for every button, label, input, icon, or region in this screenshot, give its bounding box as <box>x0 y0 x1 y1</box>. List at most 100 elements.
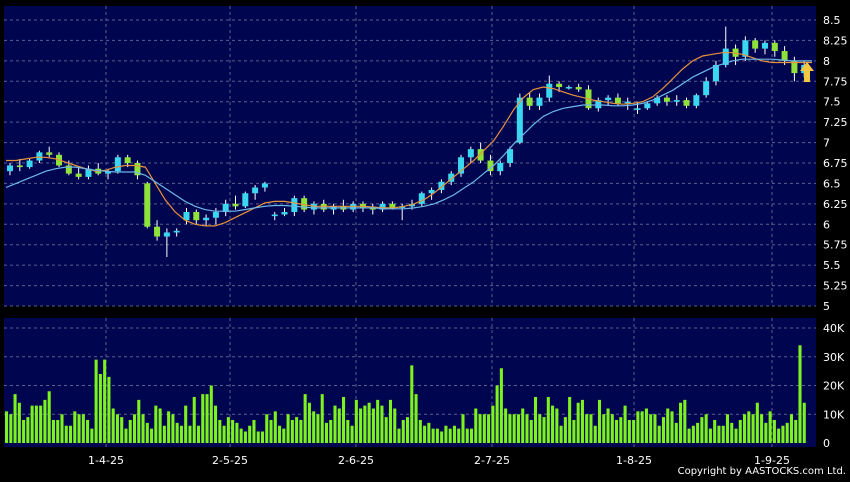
candle-body <box>75 173 82 177</box>
volume-bar <box>209 385 213 443</box>
volume-bar <box>265 414 269 443</box>
volume-bar <box>329 420 333 443</box>
volume-bar <box>794 420 798 443</box>
volume-bar <box>691 425 695 443</box>
moving-average-lines <box>5 52 812 227</box>
volume-bar <box>278 425 282 443</box>
volume-bar <box>158 408 162 443</box>
volume-bar <box>205 394 209 443</box>
volume-bar <box>482 414 486 443</box>
volume-bar <box>179 425 183 443</box>
grid-lines <box>4 6 816 447</box>
volume-bar <box>137 399 141 443</box>
volume-bar <box>73 411 77 443</box>
volume-bar <box>555 408 559 443</box>
volume-bar <box>86 420 90 443</box>
volume-bar <box>653 414 657 443</box>
volume-bar <box>103 359 107 443</box>
volume-bar <box>563 417 567 443</box>
volume-bar <box>764 422 768 443</box>
volume-bar <box>670 411 674 443</box>
volume-bar <box>576 402 580 443</box>
candle-body <box>144 183 151 227</box>
volume-bar <box>43 399 47 443</box>
volume-bar <box>188 425 192 443</box>
volume-bar <box>781 425 785 443</box>
volume-bar <box>120 417 124 443</box>
volume-bar <box>363 405 367 443</box>
volume-bar <box>580 399 584 443</box>
volume-bar <box>256 431 260 443</box>
price-tick-label: 5 <box>823 300 830 313</box>
candle-body <box>458 157 465 174</box>
candle-body <box>565 87 572 89</box>
volume-bar <box>115 414 119 443</box>
volume-bar <box>13 394 17 443</box>
candle-body <box>222 203 229 213</box>
candle-body <box>65 165 72 174</box>
volume-bar <box>585 414 589 443</box>
volume-bar <box>495 385 499 443</box>
candle-body <box>85 168 92 177</box>
volume-bar <box>717 425 721 443</box>
volume-bar <box>342 397 346 443</box>
date-axis-ticks: 1-4-25 2-5-25 2-6-25 2-7-25 1-8-25 1-9-25 <box>88 454 790 467</box>
volume-bar <box>738 420 742 443</box>
candle-body <box>438 181 445 190</box>
candle-body <box>624 101 631 104</box>
volume-bar <box>465 428 469 443</box>
volume-bar <box>218 420 222 443</box>
volume-bar <box>632 420 636 443</box>
volume-bar <box>192 397 196 443</box>
volume-tick-label: 30K <box>823 351 845 364</box>
candle-body <box>654 97 661 104</box>
candle-body <box>634 108 641 110</box>
candle-body <box>281 212 288 215</box>
volume-bar <box>316 414 320 443</box>
candle-body <box>271 214 278 217</box>
candle-body <box>546 83 553 98</box>
volume-bar <box>713 420 717 443</box>
candle-body <box>712 64 719 82</box>
volume-bar <box>60 414 64 443</box>
volume-bar <box>649 414 653 443</box>
volume-bar <box>132 414 137 443</box>
price-tick-label: 8.25 <box>823 34 848 47</box>
volume-bar <box>324 422 329 443</box>
volume-bar <box>359 408 363 443</box>
volume-bar <box>30 405 34 443</box>
volume-bar <box>376 399 380 443</box>
candle-body <box>163 232 170 237</box>
volume-bar <box>406 417 410 443</box>
volume-bar <box>388 399 393 443</box>
volume-bar <box>725 414 730 443</box>
candle-body <box>124 157 131 163</box>
candle-body <box>556 83 563 88</box>
up-arrow-icon <box>800 62 814 82</box>
volume-bar <box>516 414 520 443</box>
date-tick-label: 2-5-25 <box>212 454 248 467</box>
volume-bar <box>789 414 794 443</box>
candle-body <box>428 189 435 194</box>
volume-bar <box>627 420 631 443</box>
volume-bar <box>196 425 201 443</box>
volume-tick-label: 20K <box>823 380 845 393</box>
candle-body <box>536 97 543 106</box>
volume-bar <box>282 428 286 443</box>
volume-bar <box>610 414 614 443</box>
volume-tick-label: 0 <box>823 437 830 450</box>
volume-bar <box>431 428 435 443</box>
volume-bar <box>730 422 734 443</box>
volume-bar <box>299 420 303 443</box>
volume-bar <box>760 414 764 443</box>
volume-bar <box>491 405 495 443</box>
volume-bar <box>154 405 158 443</box>
volume-bar <box>674 422 678 443</box>
volume-bar <box>39 405 43 443</box>
volume-bar <box>568 397 572 443</box>
volume-bar <box>772 420 776 443</box>
volume-bar <box>593 425 597 443</box>
volume-bar <box>504 408 508 443</box>
volume-bar <box>68 425 73 443</box>
candle-body <box>242 193 249 207</box>
